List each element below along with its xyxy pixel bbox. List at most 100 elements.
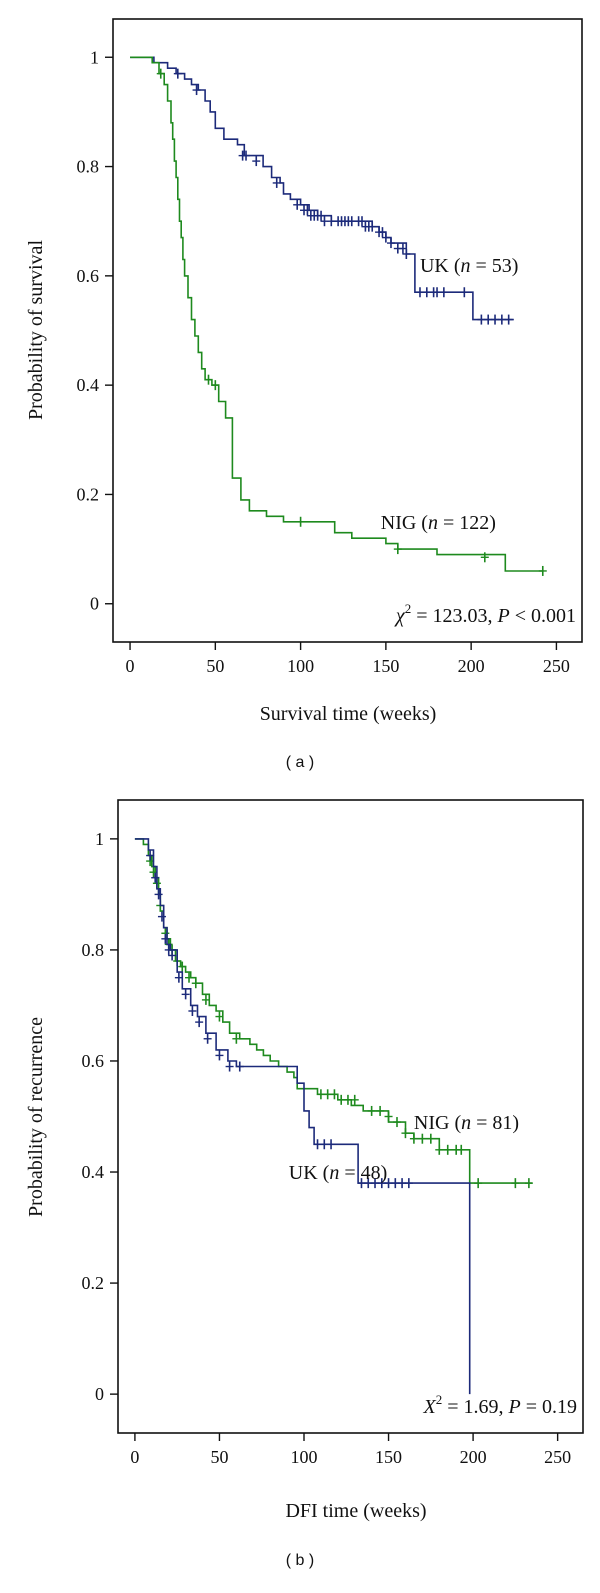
censor-mark: [364, 1178, 373, 1189]
y-tick-label: 0.2: [82, 1273, 105, 1293]
censor-mark: [401, 1128, 410, 1139]
censor-mark: [497, 314, 506, 325]
plot-area: [134, 838, 533, 1395]
x-tick-label: 50: [206, 656, 224, 676]
censor-mark: [195, 1017, 204, 1028]
panel-label-b: ( b ): [286, 1552, 314, 1569]
series-line-1: [130, 56, 543, 572]
y-tick-label: 1: [90, 47, 99, 67]
censor-mark: [426, 1133, 435, 1144]
censor-mark: [323, 1089, 332, 1100]
censor-mark: [317, 210, 326, 221]
censor-mark: [192, 85, 201, 96]
censor-mark: [252, 156, 261, 167]
censor-mark: [504, 314, 513, 325]
y-tick-label: 0: [90, 594, 99, 614]
censor-mark: [185, 972, 194, 983]
censor-mark: [367, 1105, 376, 1116]
plot-area: [130, 56, 547, 576]
y-tick-label: 0.2: [77, 484, 100, 504]
x-tick-label: 100: [291, 1447, 318, 1467]
y-tick-label: 0.8: [82, 940, 105, 960]
x-tick-label: 250: [543, 656, 570, 676]
x-tick-label: 200: [458, 656, 485, 676]
censor-mark: [154, 889, 163, 900]
censor-mark: [330, 1089, 339, 1100]
censor-mark: [393, 544, 402, 555]
censor-mark: [371, 1178, 380, 1189]
censor-mark: [381, 232, 390, 243]
x-tick-label: 150: [372, 656, 399, 676]
censor-mark: [215, 1011, 224, 1022]
plot-frame: [117, 799, 584, 1434]
censor-mark: [377, 1178, 386, 1189]
y-axis-title: Probability of survival: [25, 240, 47, 420]
y-tick-label: 0.6: [77, 266, 100, 286]
censor-mark: [343, 1094, 352, 1105]
censor-mark: [524, 1178, 533, 1189]
censor-mark: [384, 1111, 393, 1122]
stat-annotation: χ2 = 123.03, P < 0.001: [394, 601, 576, 627]
censor-mark: [320, 1139, 329, 1150]
censor-mark: [161, 933, 170, 944]
censor-mark: [357, 1178, 366, 1189]
censor-mark: [376, 1105, 385, 1116]
y-tick-label: 0.4: [77, 375, 100, 395]
censor-mark: [203, 1033, 212, 1044]
censor-mark: [484, 314, 493, 325]
y-axis-title: Probability of recurrence: [25, 1017, 47, 1217]
censor-mark: [157, 911, 166, 922]
censor-mark: [201, 994, 210, 1005]
censor-mark: [439, 287, 448, 298]
censor-mark: [320, 216, 329, 227]
censor-mark: [460, 287, 469, 298]
censor-mark: [477, 314, 486, 325]
censor-mark: [316, 1089, 325, 1100]
censor-mark: [435, 1144, 444, 1155]
censor-mark: [357, 216, 366, 227]
censor-mark: [337, 1094, 346, 1105]
censor-mark: [538, 565, 547, 576]
censor-mark: [235, 1061, 244, 1072]
series-label-1: NIG (n = 122): [381, 512, 496, 534]
censor-mark: [151, 872, 160, 883]
censor-mark: [393, 1117, 401, 1128]
y-tick-label: 1: [95, 829, 104, 849]
y-tick-label: 0.4: [82, 1162, 105, 1182]
x-tick-label: 0: [130, 1447, 139, 1467]
x-tick-label: 150: [375, 1447, 402, 1467]
x-axis-title: DFI time (weeks): [285, 1500, 426, 1522]
recurrence-chart-b: Probability of recurrence DFI time (week…: [25, 799, 584, 1569]
censor-mark: [474, 1178, 483, 1189]
censor-mark: [146, 850, 155, 861]
censor-mark: [415, 287, 424, 298]
censor-mark: [211, 380, 220, 391]
censor-mark: [350, 1094, 359, 1105]
censor-mark: [491, 314, 500, 325]
censor-mark: [398, 243, 407, 254]
series-line-1: [134, 838, 471, 1395]
censor-mark: [173, 68, 182, 79]
censor-mark: [457, 1144, 466, 1155]
series-label-0: UK (n = 53): [420, 255, 519, 277]
censor-mark: [174, 972, 183, 983]
series-label-0: NIG (n = 81): [414, 1112, 519, 1134]
censor-mark: [225, 1061, 234, 1072]
x-tick-label: 100: [287, 656, 314, 676]
censor-mark: [433, 287, 442, 298]
censor-mark: [168, 950, 177, 961]
censor-mark: [347, 216, 356, 227]
censor-mark: [511, 1178, 520, 1189]
y-tick-label: 0.8: [77, 157, 100, 177]
censor-mark: [409, 1133, 418, 1144]
series-line-0: [134, 838, 533, 1184]
censor-mark: [422, 287, 431, 298]
survival-chart-a: Probability of survival Survival time (w…: [25, 18, 583, 771]
censor-mark: [191, 978, 200, 989]
censor-mark: [443, 1144, 452, 1155]
plot-frame: [112, 18, 583, 643]
censor-mark: [327, 216, 336, 227]
censor-mark: [156, 68, 165, 79]
censor-mark: [293, 199, 302, 210]
x-tick-label: 50: [210, 1447, 228, 1467]
